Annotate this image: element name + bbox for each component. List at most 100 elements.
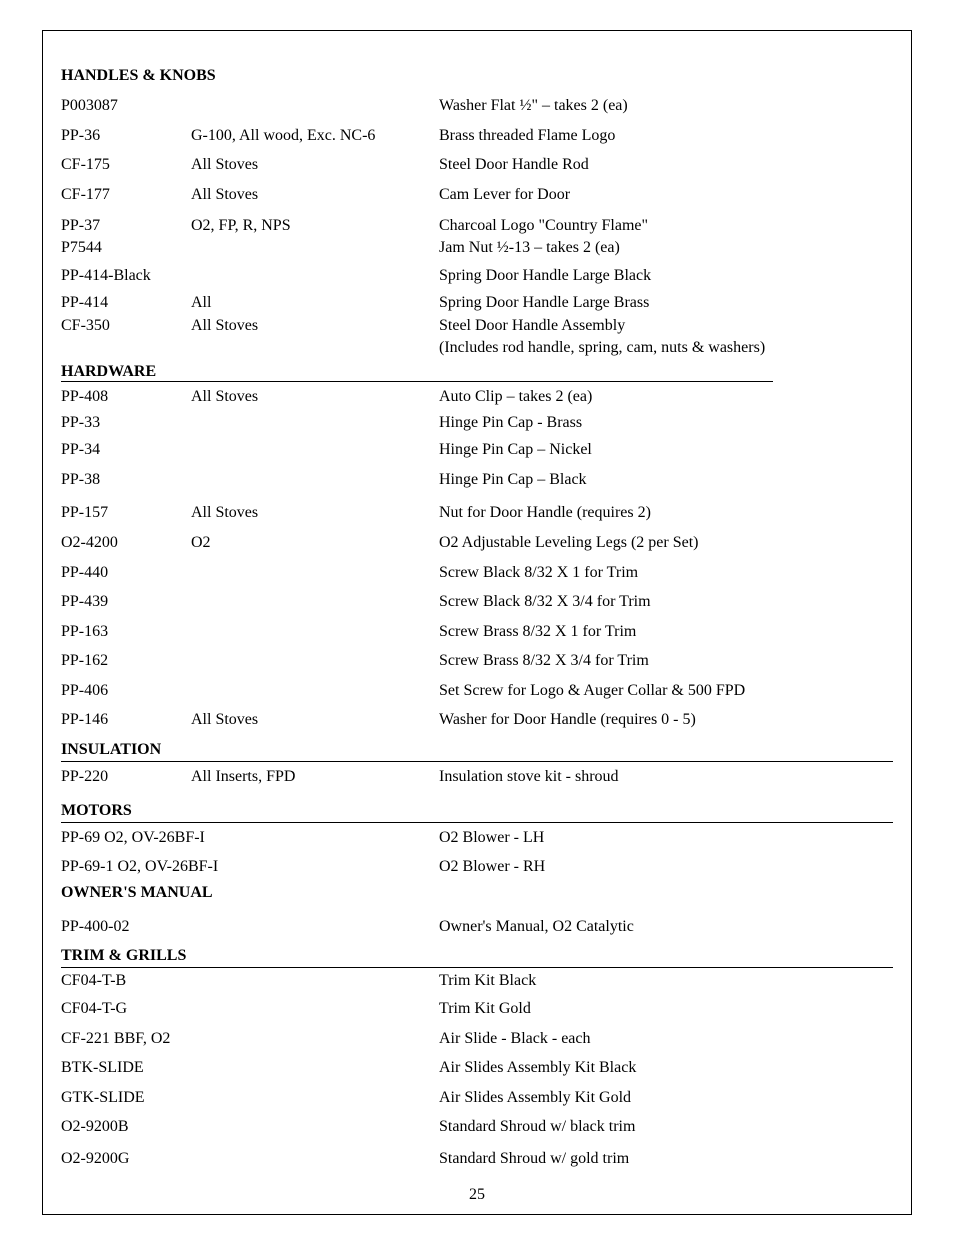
cell-desc: Air Slides Assembly Kit Black	[439, 1057, 893, 1079]
cell-desc: Brass threaded Flame Logo	[439, 125, 893, 147]
page: HANDLES & KNOBS P003087 Washer Flat ½" –…	[0, 0, 954, 1235]
cell-desc: Insulation stove kit - shroud	[439, 766, 893, 788]
cell-model: G-100, All wood, Exc. NC-6	[191, 125, 439, 147]
section-header-hardware: HARDWARE	[61, 363, 893, 382]
table-row: CF-350 All Stoves Steel Door Handle Asse…	[61, 314, 893, 337]
cell-desc: Washer for Door Handle (requires 0 - 5)	[439, 709, 893, 731]
cell-part: CF04-T-G	[61, 998, 439, 1020]
cell-part: PP-36	[61, 125, 191, 147]
cell-desc: O2 Blower - LH	[439, 827, 893, 849]
table-row: PP-400-02 Owner's Manual, O2 Catalytic	[61, 908, 893, 942]
cell-desc: O2 Adjustable Leveling Legs (2 per Set)	[439, 532, 893, 554]
table-row: GTK-SLIDE Air Slides Assembly Kit Gold	[61, 1083, 893, 1113]
cell-desc: Steel Door Handle Assembly	[439, 315, 893, 337]
cell-desc: Screw Brass 8/32 X 3/4 for Trim	[439, 650, 893, 672]
cell-model: All Stoves	[191, 154, 439, 176]
cell-desc: Cam Lever for Door	[439, 184, 893, 206]
table-row: PP-36 G-100, All wood, Exc. NC-6 Brass t…	[61, 121, 893, 151]
cell-model: All Inserts, FPD	[191, 766, 439, 788]
table-row: PP-162 Screw Brass 8/32 X 3/4 for Trim	[61, 646, 893, 676]
table-row: CF04-T-B Trim Kit Black	[61, 968, 893, 994]
section-header-motors: MOTORS	[61, 802, 893, 823]
cell-model: All Stoves	[191, 386, 439, 408]
cell-desc: Air Slide - Black - each	[439, 1028, 893, 1050]
cell-part: P003087	[61, 95, 191, 117]
cell-part: O2-4200	[61, 532, 191, 554]
cell-part: CF04-T-B	[61, 970, 439, 992]
cell-part: PP-33	[61, 412, 191, 434]
section-header-label: HARDWARE	[61, 363, 156, 380]
cell-model: O2	[191, 532, 439, 554]
table-row: PP-414-Black Spring Door Handle Large Bl…	[61, 261, 893, 291]
table-row: PP-414 All Spring Door Handle Large Bras…	[61, 290, 893, 314]
cell-part: PP-146	[61, 709, 191, 731]
cell-part: PP-440	[61, 562, 191, 584]
cell-desc: Auto Clip – takes 2 (ea)	[439, 386, 893, 408]
table-row: PP-163 Screw Brass 8/32 X 1 for Trim	[61, 617, 893, 647]
cell-desc: Trim Kit Gold	[439, 998, 893, 1020]
cell-part: PP-408	[61, 386, 191, 408]
table-row: PP-440 Screw Black 8/32 X 1 for Trim	[61, 558, 893, 588]
cell-desc: Standard Shroud w/ black trim	[439, 1116, 893, 1138]
section-header-insulation: INSULATION	[61, 741, 893, 762]
cell-desc: Washer Flat ½" – takes 2 (ea)	[439, 95, 893, 117]
cell-part: BTK-SLIDE	[61, 1057, 439, 1079]
cell-desc: Screw Black 8/32 X 1 for Trim	[439, 562, 893, 584]
cell-part: PP-400-02	[61, 916, 439, 938]
table-row: CF-175 All Stoves Steel Door Handle Rod	[61, 150, 893, 180]
cell-part: O2-9200G	[61, 1148, 439, 1170]
page-number: 25	[43, 1186, 911, 1204]
cell-part: PP-38	[61, 469, 191, 491]
cell-desc: Standard Shroud w/ gold trim	[439, 1148, 893, 1170]
cell-desc: O2 Blower - RH	[439, 856, 893, 878]
table-row: PP-408 All Stoves Auto Clip – takes 2 (e…	[61, 384, 893, 410]
page-frame: HANDLES & KNOBS P003087 Washer Flat ½" –…	[42, 30, 912, 1215]
table-row: CF-221 BBF, O2 Air Slide - Black - each	[61, 1024, 893, 1054]
table-row: PP-220 All Inserts, FPD Insulation stove…	[61, 762, 893, 792]
table-row: CF04-T-G Trim Kit Gold	[61, 994, 893, 1024]
cell-desc: Spring Door Handle Large Brass	[439, 292, 893, 314]
table-row: PP-146 All Stoves Washer for Door Handle…	[61, 705, 893, 735]
cell-desc: Spring Door Handle Large Black	[439, 265, 893, 287]
table-row: CF-177 All Stoves Cam Lever for Door	[61, 180, 893, 210]
cell-part: PP-220	[61, 766, 191, 788]
cell-part: PP-69-1 O2, OV-26BF-I	[61, 856, 439, 878]
cell-part: CF-350	[61, 315, 191, 337]
cell-part: CF-177	[61, 184, 191, 206]
table-row: O2-4200 O2 O2 Adjustable Leveling Legs (…	[61, 528, 893, 558]
table-row: P7544 Jam Nut ½-13 – takes 2 (ea)	[61, 237, 893, 261]
cell-desc: Set Screw for Logo & Auger Collar & 500 …	[439, 680, 893, 702]
section-header-trim-grills: TRIM & GRILLS	[61, 947, 893, 968]
table-row: O2-9200G Standard Shroud w/ gold trim	[61, 1142, 893, 1174]
cell-part: PP-162	[61, 650, 191, 672]
cell-model: All Stoves	[191, 315, 439, 337]
cell-part: PP-37	[61, 215, 191, 237]
table-row: PP-157 All Stoves Nut for Door Handle (r…	[61, 494, 893, 528]
cell-part: PP-157	[61, 502, 191, 524]
section-header-handles-knobs: HANDLES & KNOBS	[61, 67, 893, 87]
cell-desc: Trim Kit Black	[439, 970, 893, 992]
cell-part: PP-439	[61, 591, 191, 613]
table-row: P003087 Washer Flat ½" – takes 2 (ea)	[61, 91, 893, 121]
cell-desc: Hinge Pin Cap – Black	[439, 469, 893, 491]
table-row: PP-34 Hinge Pin Cap – Nickel	[61, 435, 893, 465]
cell-part: GTK-SLIDE	[61, 1087, 439, 1109]
cell-desc: Jam Nut ½-13 – takes 2 (ea)	[439, 237, 893, 259]
cell-part: P7544	[61, 237, 191, 259]
table-row: PP-38 Hinge Pin Cap – Black	[61, 465, 893, 495]
table-row: PP-439 Screw Black 8/32 X 3/4 for Trim	[61, 587, 893, 617]
section-header-owners-manual: OWNER'S MANUAL	[61, 884, 893, 904]
table-row: O2-9200B Standard Shroud w/ black trim	[61, 1112, 893, 1142]
cell-model: All	[191, 292, 439, 314]
cell-desc: (Includes rod handle, spring, cam, nuts …	[439, 337, 893, 359]
table-row: PP-33 Hinge Pin Cap - Brass	[61, 410, 893, 436]
table-row: PP-406 Set Screw for Logo & Auger Collar…	[61, 676, 893, 706]
cell-model: All Stoves	[191, 709, 439, 731]
cell-desc: Steel Door Handle Rod	[439, 154, 893, 176]
cell-desc: Air Slides Assembly Kit Gold	[439, 1087, 893, 1109]
cell-desc: Hinge Pin Cap - Brass	[439, 412, 893, 434]
cell-part: PP-414-Black	[61, 265, 191, 287]
table-row: (Includes rod handle, spring, cam, nuts …	[61, 336, 893, 361]
cell-desc: Nut for Door Handle (requires 2)	[439, 502, 893, 524]
cell-desc: Owner's Manual, O2 Catalytic	[439, 916, 893, 938]
